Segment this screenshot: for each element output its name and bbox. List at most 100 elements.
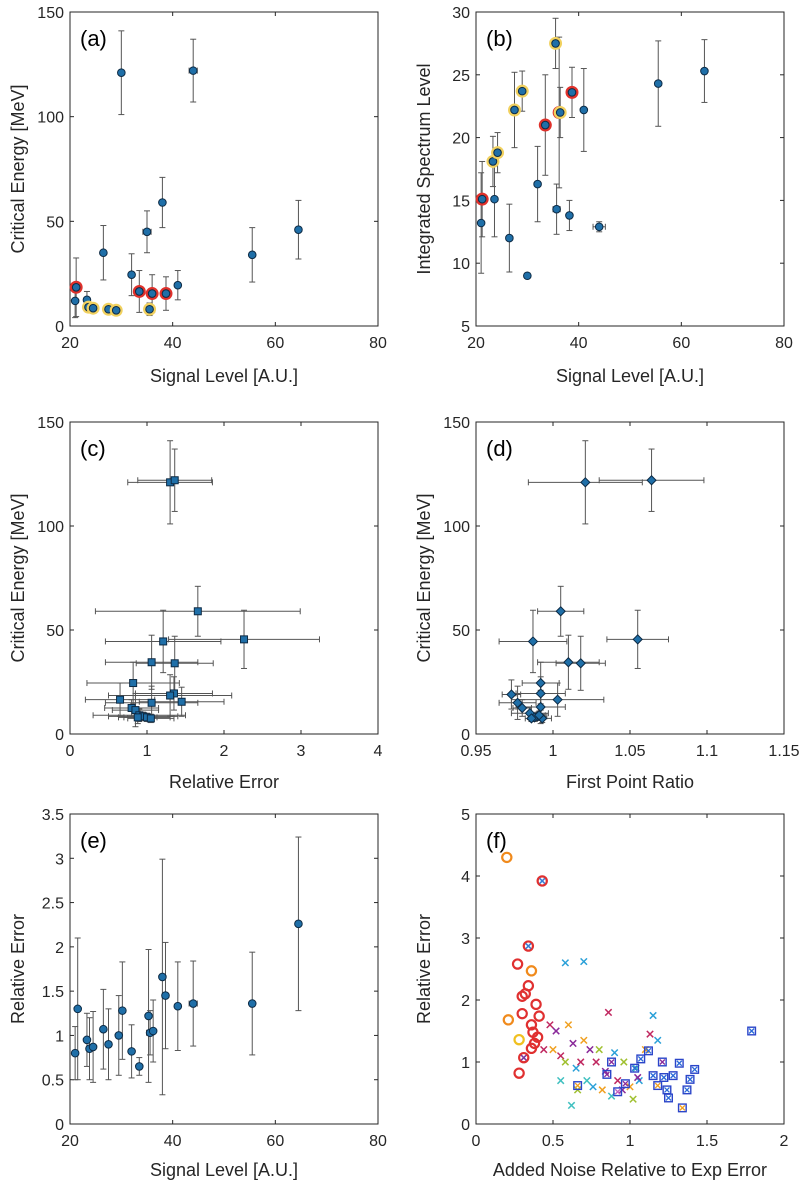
data-point (147, 289, 157, 298)
panel-f: 0 0.5 1 1.5 2 0 1 2 3 4 5 (f) Added Noise Relative… (414, 807, 789, 1180)
data-point (118, 1006, 127, 1015)
data-point-stroke (576, 1058, 585, 1066)
data-point (170, 659, 179, 668)
x-axis-title: Signal Level [A.U.] (150, 1160, 298, 1180)
data-point-cross (525, 942, 532, 950)
data-point-cross (654, 1082, 661, 1089)
y-tick-label: 1 (55, 1028, 64, 1045)
panel-label: (a) (80, 26, 107, 51)
data-point (114, 1031, 124, 1040)
data-point (525, 1042, 538, 1055)
y-tick-label: 3 (55, 851, 64, 868)
data-point-stroke (604, 1008, 613, 1017)
data-point-stroke (592, 1058, 600, 1066)
data-point (127, 1047, 136, 1056)
data-point (527, 636, 539, 647)
data-point (506, 689, 517, 700)
data-point (513, 1033, 525, 1046)
data-point-stroke (589, 1083, 597, 1091)
data-point-stroke (598, 1086, 607, 1094)
data-point (104, 1039, 113, 1049)
data-point (517, 86, 527, 96)
data-point-stroke (633, 1073, 642, 1082)
x-tick-label: 60 (266, 335, 284, 352)
x-tick-label: 80 (369, 335, 387, 352)
data-point-stroke (572, 1064, 580, 1072)
data-point (613, 1087, 623, 1097)
data-point-cross (664, 1086, 670, 1093)
data-point (148, 1026, 158, 1036)
x-axis-title: Signal Level [A.U.] (150, 366, 298, 386)
data-point-cross (679, 1104, 686, 1111)
data-point-stroke (552, 1027, 560, 1035)
data-point-cross (520, 1054, 527, 1061)
data-point (533, 179, 542, 189)
x-tick-label: 40 (164, 1133, 182, 1150)
data-point (111, 306, 121, 315)
data-point-cross (676, 1060, 683, 1067)
data-point-stroke (635, 1076, 643, 1085)
data-point-stroke (556, 1052, 565, 1060)
data-point-cross (670, 1072, 677, 1079)
data-point (144, 1011, 153, 1021)
x-axis-title: Added Noise Relative to Exp Error (493, 1160, 767, 1180)
data-point (158, 972, 167, 982)
data-point (188, 999, 198, 1008)
data-point (648, 1071, 658, 1081)
data-point (580, 477, 591, 488)
data-point (135, 287, 144, 296)
data-point-cross (603, 1071, 610, 1078)
data-point (71, 282, 81, 292)
y-tick-label: 1 (461, 1055, 470, 1072)
data-point (657, 1057, 667, 1067)
data-point (173, 1001, 183, 1011)
x-tick-label: 20 (61, 335, 79, 352)
data-point (193, 607, 202, 616)
plot-frame (69, 813, 379, 1125)
x-tick-label: 1 (143, 743, 152, 760)
data-point (490, 194, 499, 204)
data-point (555, 108, 565, 117)
data-point (530, 998, 542, 1011)
data-point (501, 851, 513, 864)
y-tick-label: 0 (461, 727, 470, 744)
data-point (594, 222, 604, 232)
data-point (135, 1062, 144, 1071)
data-point (653, 1081, 663, 1091)
data-point (476, 218, 486, 228)
y-tick-label: 20 (452, 131, 470, 148)
data-point (643, 1046, 653, 1056)
data-point-stroke (556, 1076, 565, 1085)
data-point-stroke (595, 1045, 603, 1054)
data-point (607, 1057, 617, 1067)
data-point-cross (631, 1065, 638, 1072)
y-tick-label: 4 (461, 869, 470, 886)
y-axis-title: Critical Energy [MeV] (8, 493, 28, 662)
data-point (294, 225, 303, 235)
data-point (518, 1051, 530, 1064)
y-axis-title: Critical Energy [MeV] (8, 84, 28, 253)
y-tick-label: 1.5 (42, 984, 64, 1001)
data-point (127, 270, 136, 280)
data-point (653, 79, 663, 88)
data-point (552, 204, 561, 214)
y-axis-title: Relative Error (8, 914, 28, 1024)
data-point (70, 1048, 80, 1058)
data-point (294, 919, 303, 929)
x-axis-title: Signal Level [A.U.] (556, 366, 704, 386)
data-point (636, 1054, 646, 1064)
x-axis-title: Relative Error (169, 772, 279, 792)
data-point-stroke (610, 1048, 619, 1057)
data-point (531, 1031, 544, 1043)
x-tick-label: 40 (570, 335, 588, 352)
data-point-stroke (567, 1101, 576, 1110)
data-point (82, 1035, 92, 1045)
data-point (513, 1067, 525, 1079)
panel-label: (d) (486, 436, 513, 461)
y-tick-label: 100 (37, 519, 64, 536)
data-point (663, 1093, 673, 1103)
data-point-stroke (629, 1095, 637, 1103)
x-tick-label: 1.1 (696, 743, 718, 760)
y-tick-label: 3 (461, 931, 470, 948)
y-tick-label: 5 (461, 319, 470, 336)
